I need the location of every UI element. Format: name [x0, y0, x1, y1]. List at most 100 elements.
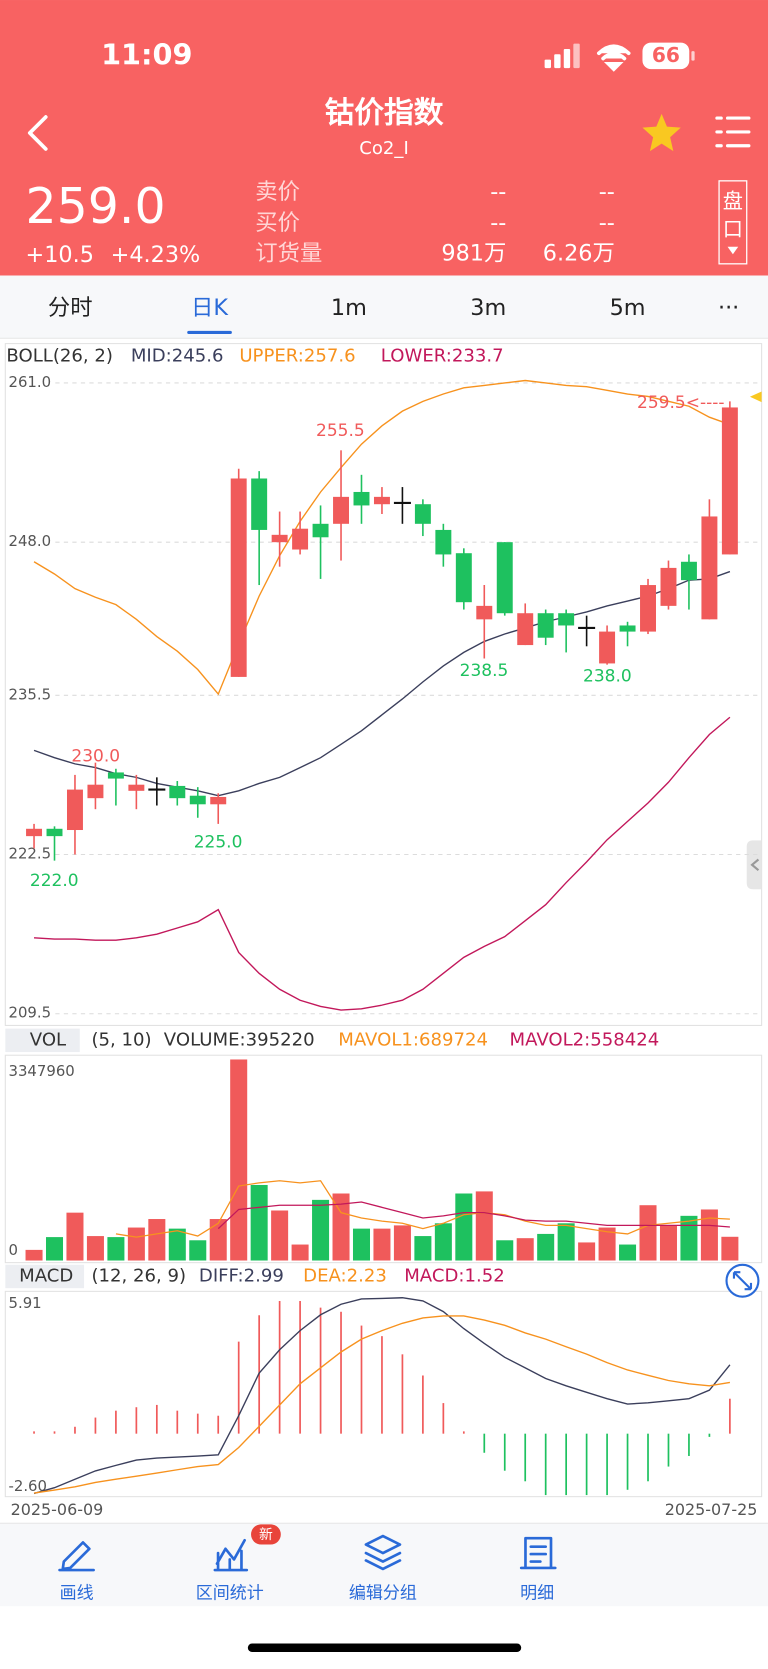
tab[interactable]: 日K: [191, 295, 229, 321]
volume-bar: [291, 1244, 309, 1261]
volume-bar: [332, 1193, 350, 1261]
candle-body: [271, 534, 288, 543]
legend-item: DIFF:2.99: [199, 1265, 284, 1286]
macd-line: [33, 1297, 731, 1495]
legend-item: MACD: [19, 1265, 73, 1286]
legend-item: MID:245.6: [131, 345, 224, 366]
new-badge: [251, 1524, 281, 1545]
signal-icon: [544, 43, 580, 69]
y-tick-label: 248.0: [9, 532, 52, 550]
menu-button[interactable]: [715, 116, 751, 148]
price-annotation: 230.0: [71, 746, 120, 766]
battery-icon: [642, 42, 690, 70]
depth-button-label: 盘口: [723, 189, 743, 241]
volume-bar: [148, 1219, 166, 1261]
mavol-line: [115, 1180, 730, 1238]
candle-body: [680, 561, 697, 581]
price-annotation: 255.5: [316, 421, 365, 441]
quote-label: 订货量: [255, 241, 322, 267]
header-bg: [0, 0, 768, 276]
volume-bar: [127, 1227, 145, 1261]
legend-item: VOLUME:395220: [164, 1029, 315, 1050]
candle-body: [599, 631, 616, 664]
toolbar-item[interactable]: 明细: [520, 1583, 554, 1603]
favorite-star[interactable]: [642, 113, 681, 152]
tab[interactable]: 分时: [48, 295, 93, 321]
macd-line: [33, 1315, 731, 1494]
toolbar-item[interactable]: 区间统计: [196, 1583, 264, 1603]
volume-bar: [434, 1223, 452, 1261]
volume-bar: [598, 1227, 616, 1261]
change: +10.5: [26, 242, 94, 268]
candle-body: [128, 784, 145, 791]
candle-body: [333, 496, 350, 524]
y-tick-label: 222.5: [9, 845, 52, 863]
y-tick-label: 3347960: [9, 1062, 75, 1080]
tab[interactable]: 5m: [610, 295, 646, 321]
y-tick-label: 261.0: [9, 373, 52, 391]
volume-bar: [721, 1236, 739, 1261]
quote-value: --: [599, 179, 615, 205]
candle-body: [476, 605, 493, 620]
volume-bar: [168, 1228, 186, 1261]
price-annotation: 259.5<----: [637, 393, 724, 413]
candle-body: [721, 407, 738, 555]
volume-bar: [659, 1225, 677, 1261]
volume-bar: [578, 1242, 596, 1261]
tab-underline: [187, 330, 232, 335]
toolbar-item[interactable]: 编辑分组: [349, 1583, 417, 1603]
home-indicator: [247, 1643, 522, 1652]
quote-value: --: [490, 179, 506, 205]
volume-bar: [86, 1236, 104, 1261]
last-price-marker: [749, 391, 762, 403]
volume-bar: [45, 1237, 64, 1261]
side-handle[interactable]: [746, 840, 762, 890]
volume-bar: [393, 1225, 411, 1261]
battery-level: 66: [652, 43, 680, 67]
group-icon: [364, 1534, 402, 1571]
detail-icon: [519, 1536, 557, 1570]
clock: 11:09: [101, 37, 192, 71]
volume-bar: [352, 1228, 371, 1261]
volume-bar: [66, 1212, 84, 1261]
macd-tag: [5, 1264, 85, 1289]
candle-body: [107, 772, 124, 779]
volume-bar: [414, 1236, 432, 1261]
tab[interactable]: 3m: [470, 295, 506, 321]
candle-body: [230, 478, 247, 677]
tab-bar: [0, 275, 768, 339]
candle-body: [660, 567, 677, 606]
depth-arrow: [727, 246, 739, 255]
toolbar-item[interactable]: 画线: [60, 1583, 94, 1603]
volume-bar: [230, 1059, 248, 1261]
volume-bar: [516, 1238, 534, 1261]
tab[interactable]: 1m: [331, 295, 367, 321]
candle-body: [537, 613, 554, 638]
legend-item: (12, 26, 9): [91, 1265, 186, 1286]
legend-item: DEA:2.23: [303, 1265, 387, 1286]
volume-bar: [639, 1205, 657, 1261]
tab[interactable]: ···: [718, 295, 739, 321]
back-button[interactable]: [27, 115, 48, 151]
boll-line: [33, 570, 731, 797]
legend-item: (5, 10): [91, 1029, 151, 1050]
candle-body: [517, 613, 534, 646]
candle-body: [496, 542, 513, 614]
price-annotation: 238.0: [583, 667, 632, 687]
quote-label: 卖价: [255, 179, 300, 205]
price-annotation: 238.5: [460, 661, 509, 681]
quote-label: 买价: [255, 210, 300, 236]
price: 259.0: [26, 178, 166, 235]
volume-bar: [475, 1191, 493, 1261]
candle-body: [414, 504, 431, 524]
price-annotation: 222.0: [30, 871, 79, 891]
depth-button[interactable]: [718, 180, 748, 265]
legend-item: LOWER:233.7: [381, 345, 504, 366]
legend-item: UPPER:257.6: [239, 345, 355, 366]
candle-body: [26, 828, 43, 837]
x-tick-label: 2025-07-25: [665, 1500, 758, 1519]
y-tick-label: -2.60: [9, 1477, 48, 1495]
candle-body: [210, 796, 227, 805]
